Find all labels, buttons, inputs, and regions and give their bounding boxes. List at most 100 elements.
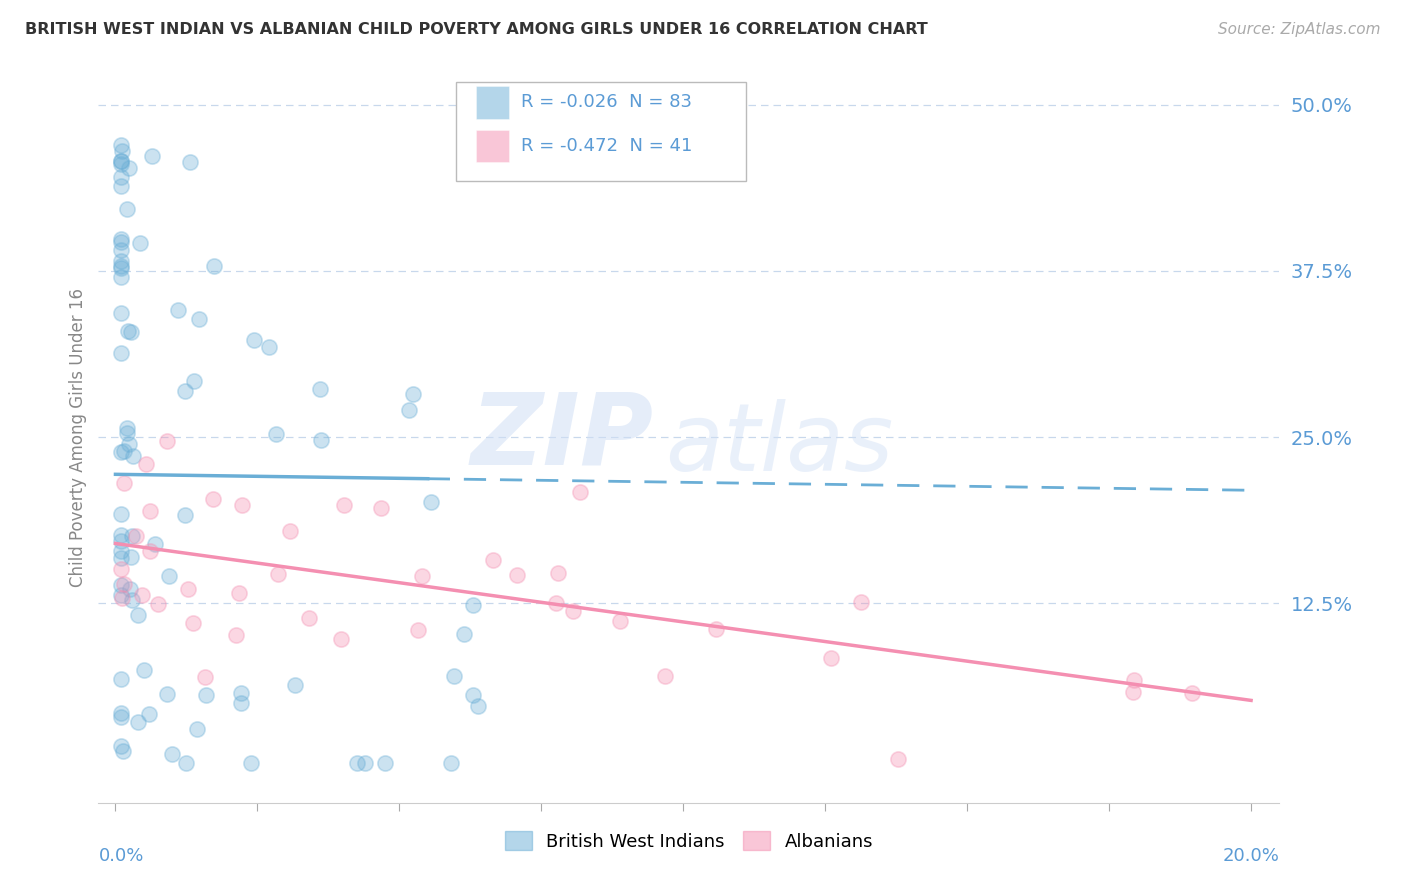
Point [609, 614, 631, 628]
Point [111, 591, 134, 605]
Point [264, 427, 287, 442]
Point [160, 747, 183, 761]
Point [127, 714, 149, 729]
Point [124, 529, 146, 543]
Point [121, 592, 143, 607]
Text: 20.0%: 20.0% [1223, 847, 1279, 864]
Point [131, 588, 153, 602]
Point [544, 595, 567, 609]
Point [849, 595, 872, 609]
Point [110, 243, 132, 257]
Point [309, 433, 332, 447]
Point [440, 756, 463, 770]
Point [110, 137, 132, 152]
Point [257, 340, 280, 354]
Point [267, 566, 290, 581]
Point [419, 494, 441, 508]
Point [120, 582, 142, 596]
Point [141, 149, 163, 163]
Point [112, 744, 135, 758]
Point [1121, 685, 1143, 699]
Text: BRITISH WEST INDIAN VS ALBANIAN CHILD POVERTY AMONG GIRLS UNDER 16 CORRELATION C: BRITISH WEST INDIAN VS ALBANIAN CHILD PO… [25, 22, 928, 37]
Y-axis label: Child Poverty Among Girls Under 16: Child Poverty Among Girls Under 16 [69, 287, 87, 587]
Point [110, 261, 132, 276]
Point [112, 476, 135, 491]
Point [329, 632, 352, 647]
Point [398, 403, 420, 417]
Text: R = -0.472  N = 41: R = -0.472 N = 41 [522, 137, 693, 155]
Point [453, 627, 475, 641]
Point [186, 722, 208, 736]
Point [174, 384, 197, 399]
Point [110, 170, 132, 185]
Point [183, 374, 205, 388]
Point [118, 161, 141, 175]
Point [139, 504, 162, 518]
Point [374, 756, 396, 770]
Point [482, 552, 505, 566]
Point [411, 569, 433, 583]
Point [121, 449, 143, 463]
Point [370, 500, 392, 515]
Point [231, 498, 253, 512]
Point [332, 498, 354, 512]
Point [225, 628, 247, 642]
Point [112, 576, 135, 591]
Point [298, 611, 321, 625]
Point [110, 528, 132, 542]
Point [110, 178, 132, 193]
Point [110, 578, 132, 592]
Text: atlas: atlas [665, 399, 894, 490]
Point [174, 508, 197, 522]
Point [127, 608, 149, 623]
Point [654, 669, 676, 683]
Point [117, 202, 139, 216]
Point [547, 566, 569, 580]
FancyBboxPatch shape [477, 129, 509, 162]
Text: Source: ZipAtlas.com: Source: ZipAtlas.com [1218, 22, 1381, 37]
Point [820, 651, 842, 665]
Point [115, 425, 138, 440]
Point [562, 603, 585, 617]
Point [132, 663, 155, 677]
Point [569, 485, 592, 500]
Point [110, 259, 132, 273]
Point [138, 707, 160, 722]
Point [461, 598, 484, 612]
Point [110, 154, 132, 169]
Point [704, 622, 727, 636]
Point [346, 756, 368, 770]
Point [110, 551, 132, 566]
Point [110, 235, 132, 250]
Point [111, 144, 134, 158]
Point [110, 710, 132, 724]
Point [201, 491, 224, 506]
Point [110, 533, 132, 548]
Point [157, 569, 180, 583]
Point [284, 678, 307, 692]
Point [121, 528, 143, 542]
Point [129, 236, 152, 251]
Point [467, 699, 489, 714]
Text: R = -0.026  N = 83: R = -0.026 N = 83 [522, 93, 692, 112]
Point [194, 670, 217, 684]
Point [204, 260, 226, 274]
Point [110, 562, 132, 576]
Point [181, 615, 204, 630]
Point [118, 437, 141, 451]
Point [110, 346, 132, 360]
Point [110, 253, 132, 268]
Point [110, 706, 132, 720]
Point [156, 434, 179, 448]
Point [110, 154, 132, 169]
Point [110, 673, 132, 687]
Point [135, 457, 157, 471]
Legend: British West Indians, Albanians: British West Indians, Albanians [496, 822, 882, 860]
Point [110, 588, 132, 602]
Point [148, 597, 170, 611]
Point [887, 752, 910, 766]
Point [239, 756, 262, 770]
Point [176, 582, 198, 597]
Point [443, 669, 465, 683]
Point [143, 537, 166, 551]
